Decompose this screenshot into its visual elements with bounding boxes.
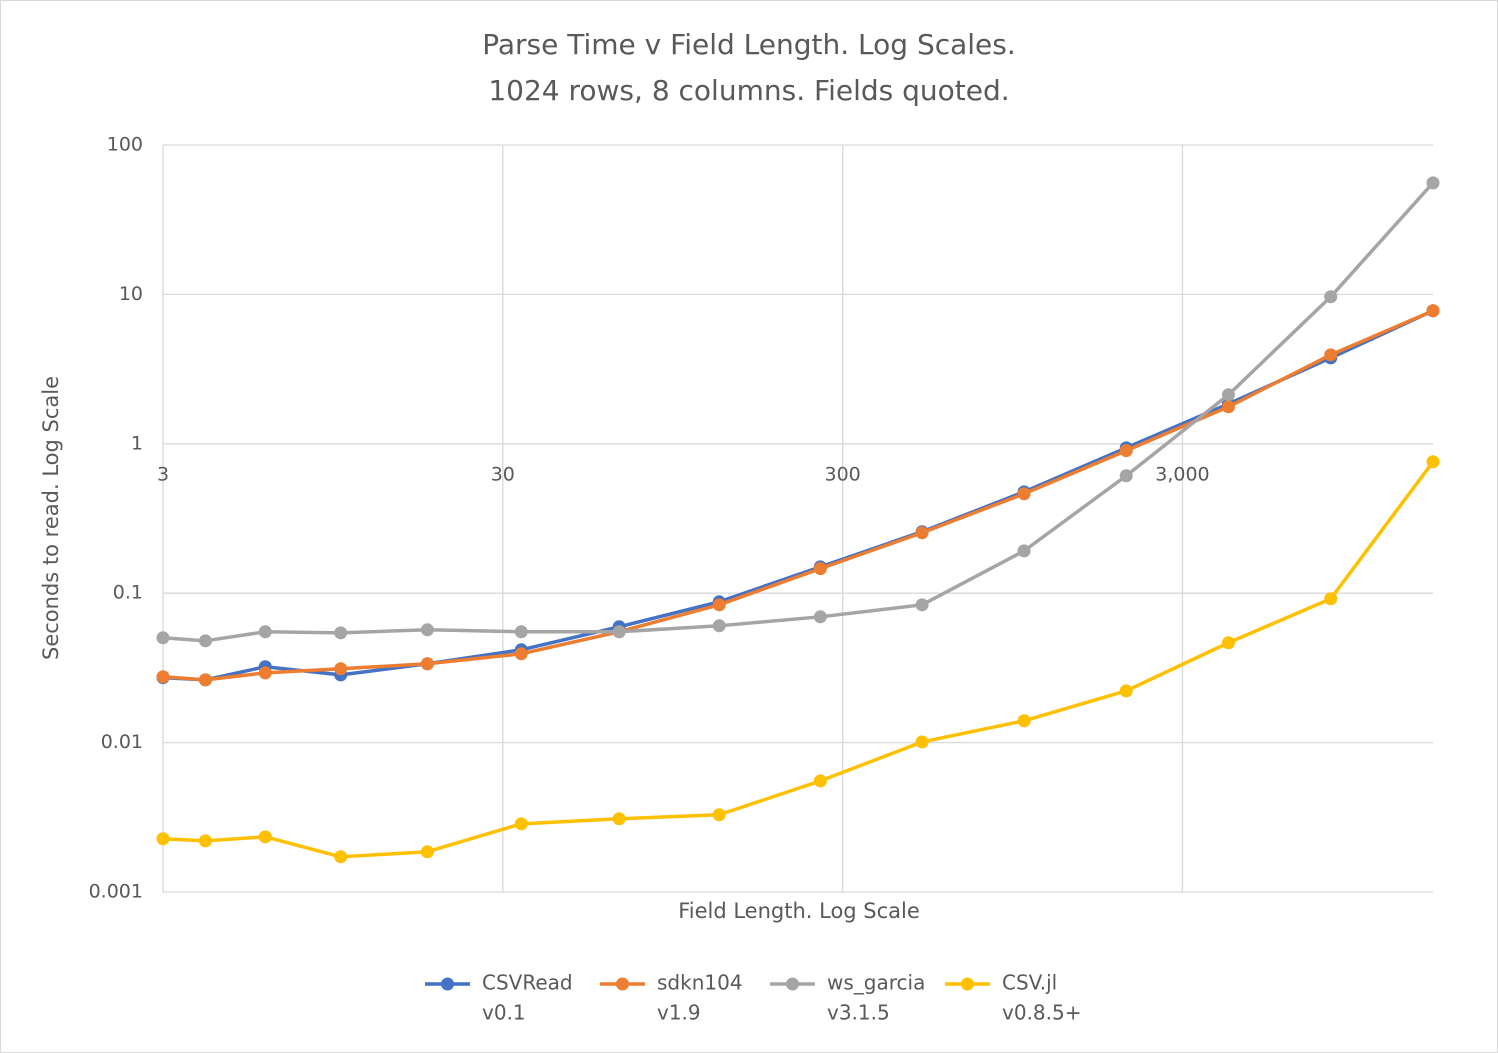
legend-marker — [961, 977, 974, 991]
data-point — [813, 562, 827, 576]
data-point — [420, 845, 434, 859]
x-axis-title: Field Length. Log Scale — [678, 899, 920, 923]
data-point — [420, 657, 434, 671]
chart-title: Parse Time v Field Length. Log Scales. — [482, 28, 1016, 61]
data-point — [1017, 544, 1031, 558]
data-point — [712, 598, 726, 612]
data-point — [1119, 469, 1133, 483]
data-point — [813, 774, 827, 788]
data-point — [1017, 487, 1031, 501]
data-point — [156, 631, 170, 645]
data-point — [1221, 636, 1235, 650]
legend-marker — [786, 977, 799, 991]
data-point — [1221, 400, 1235, 414]
data-point — [712, 619, 726, 633]
y-tick-label: 10 — [119, 283, 143, 305]
legend-label: ws_garcia — [827, 971, 925, 995]
data-point — [1324, 348, 1338, 362]
x-tick-label: 3 — [157, 463, 169, 485]
x-tick-label: 30 — [491, 463, 515, 485]
data-point — [258, 830, 272, 844]
data-point — [915, 735, 929, 749]
data-point — [198, 634, 212, 648]
y-axis-title: Seconds to read. Log Scale — [39, 376, 63, 660]
legend-version: v3.1.5 — [827, 1001, 890, 1025]
data-point — [258, 625, 272, 639]
data-point — [514, 647, 528, 661]
legend-version: v1.9 — [657, 1001, 701, 1025]
data-point — [915, 526, 929, 540]
data-point — [334, 662, 348, 676]
data-point — [612, 812, 626, 826]
data-point — [712, 808, 726, 822]
data-point — [1426, 304, 1440, 318]
legend-label: CSV.jl — [1002, 971, 1057, 995]
legend-version: v0.1 — [482, 1001, 526, 1025]
data-point — [612, 625, 626, 639]
data-point — [1324, 592, 1338, 606]
data-point — [1119, 684, 1133, 698]
data-point — [1426, 455, 1440, 469]
data-point — [258, 666, 272, 680]
y-tick-label: 0.1 — [113, 582, 143, 604]
legend-marker — [441, 977, 454, 991]
data-point — [514, 817, 528, 831]
data-point — [198, 673, 212, 687]
data-point — [915, 598, 929, 612]
legend-label: CSVRead — [482, 971, 573, 995]
x-tick-label: 3,000 — [1155, 463, 1209, 485]
chart-subtitle: 1024 rows, 8 columns. Fields quoted. — [488, 74, 1009, 107]
data-point — [813, 610, 827, 624]
y-tick-label: 0.01 — [101, 731, 143, 753]
data-point — [1119, 444, 1133, 458]
legend-marker — [616, 977, 629, 991]
data-point — [334, 850, 348, 864]
y-tick-label: 0.001 — [89, 881, 143, 903]
x-tick-label: 300 — [824, 463, 860, 485]
legend-version: v0.8.5+ — [1002, 1001, 1081, 1025]
data-point — [1221, 388, 1235, 402]
data-point — [514, 625, 528, 639]
data-point — [1426, 176, 1440, 190]
data-point — [1324, 290, 1338, 304]
y-tick-label: 100 — [107, 134, 143, 156]
data-point — [334, 626, 348, 640]
data-point — [156, 670, 170, 684]
y-tick-label: 1 — [131, 432, 143, 454]
data-point — [1017, 714, 1031, 728]
legend-label: sdkn104 — [657, 971, 743, 995]
data-point — [420, 623, 434, 637]
data-point — [156, 832, 170, 846]
data-point — [198, 834, 212, 848]
